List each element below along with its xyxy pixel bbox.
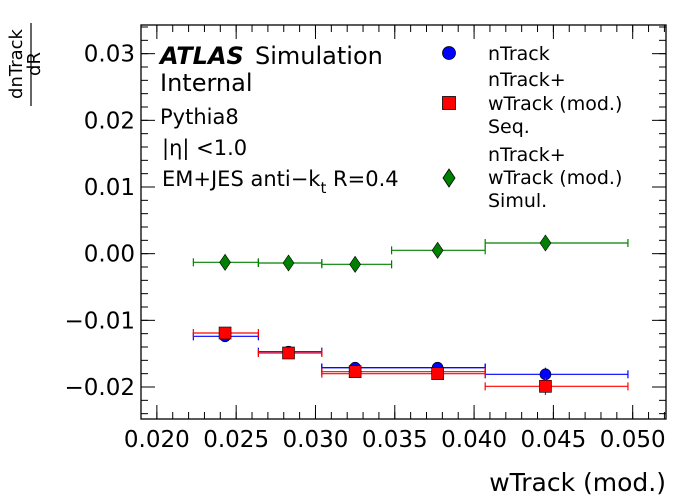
data-point-square bbox=[539, 380, 552, 393]
data-point-diamond bbox=[349, 255, 361, 273]
series-diamond bbox=[192, 234, 629, 273]
series-square bbox=[192, 326, 629, 395]
data-point-square bbox=[218, 326, 232, 340]
atlas-label-block: ATLAS Simulation Internal Pythia8 |η| <1… bbox=[158, 42, 399, 197]
jet-definition-label: EM+JES anti−kt R=0.4 bbox=[162, 167, 399, 197]
legend-marker-diamond bbox=[442, 168, 456, 188]
legend-label-seq-line1: nTrack+ bbox=[488, 69, 566, 91]
axes-ticks bbox=[141, 25, 666, 419]
internal-label: Internal bbox=[160, 69, 253, 97]
data-point-diamond bbox=[539, 234, 552, 252]
legend-label-simul-line2: wTrack (mod.) bbox=[488, 167, 622, 189]
x-tick-labels: 0.020 0.025 0.030 0.035 0.040 0.045 0.050 bbox=[124, 427, 666, 453]
y-tick-label: −0.01 bbox=[65, 308, 135, 334]
legend-label-simul-line1: nTrack+ bbox=[488, 144, 566, 166]
data-points bbox=[192, 234, 629, 395]
eta-cut-label: |η| <1.0 bbox=[162, 136, 247, 161]
data-point-square bbox=[431, 367, 444, 380]
y-tick-label: 0.02 bbox=[84, 108, 135, 134]
y-tick-labels: 0.03 0.02 0.01 0.00 −0.01 −0.02 bbox=[65, 42, 135, 401]
x-tick-label: 0.035 bbox=[362, 427, 428, 453]
data-point-diamond bbox=[219, 253, 231, 271]
data-point-square bbox=[282, 346, 295, 360]
y-tick-label: 0.03 bbox=[84, 42, 135, 68]
legend: nTrack nTrack+ wTrack (mod.) Seq. nTrack… bbox=[442, 43, 622, 212]
legend-label-seq-line2: wTrack (mod.) bbox=[488, 93, 622, 115]
plot-frame bbox=[140, 24, 667, 420]
legend-entry-ntrack: nTrack bbox=[442, 43, 550, 65]
x-tick-label: 0.045 bbox=[520, 427, 586, 453]
y-axis-label: dR dnTrack bbox=[6, 23, 45, 106]
y-tick-label: 0.01 bbox=[84, 175, 135, 201]
data-point-diamond bbox=[431, 241, 444, 259]
data-point-square bbox=[348, 365, 362, 378]
y-tick-label: 0.00 bbox=[84, 242, 135, 268]
legend-marker-square bbox=[442, 96, 456, 110]
jet-definition-prefix: EM+JES anti−k bbox=[162, 167, 321, 191]
y-axis-label-denominator: dnTrack bbox=[6, 28, 27, 99]
generator-label: Pythia8 bbox=[160, 105, 239, 129]
legend-entry-simul: nTrack+ wTrack (mod.) Simul. bbox=[442, 144, 622, 212]
jet-definition-subscript: t bbox=[320, 179, 326, 197]
x-tick-label: 0.040 bbox=[441, 427, 507, 453]
legend-label-ntrack: nTrack bbox=[488, 43, 550, 65]
jet-definition-suffix: R=0.4 bbox=[326, 167, 398, 191]
legend-label-simul-line3: Simul. bbox=[488, 190, 547, 212]
legend-marker-circle bbox=[442, 46, 456, 60]
x-tick-label: 0.020 bbox=[124, 427, 190, 453]
y-axis-label-numerator: dR bbox=[24, 52, 45, 76]
x-tick-label: 0.030 bbox=[283, 427, 349, 453]
simulation-label: Simulation bbox=[255, 42, 383, 70]
legend-label-seq-line3: Seq. bbox=[488, 116, 530, 138]
x-tick-label: 0.050 bbox=[600, 427, 666, 453]
y-tick-label: −0.02 bbox=[65, 375, 135, 401]
legend-entry-seq: nTrack+ wTrack (mod.) Seq. bbox=[442, 69, 622, 138]
x-tick-label: 0.025 bbox=[203, 427, 269, 453]
atlas-logo-text: ATLAS bbox=[158, 42, 244, 70]
data-point-diamond bbox=[282, 254, 295, 272]
x-axis-label: wTrack (mod.) bbox=[489, 468, 666, 497]
